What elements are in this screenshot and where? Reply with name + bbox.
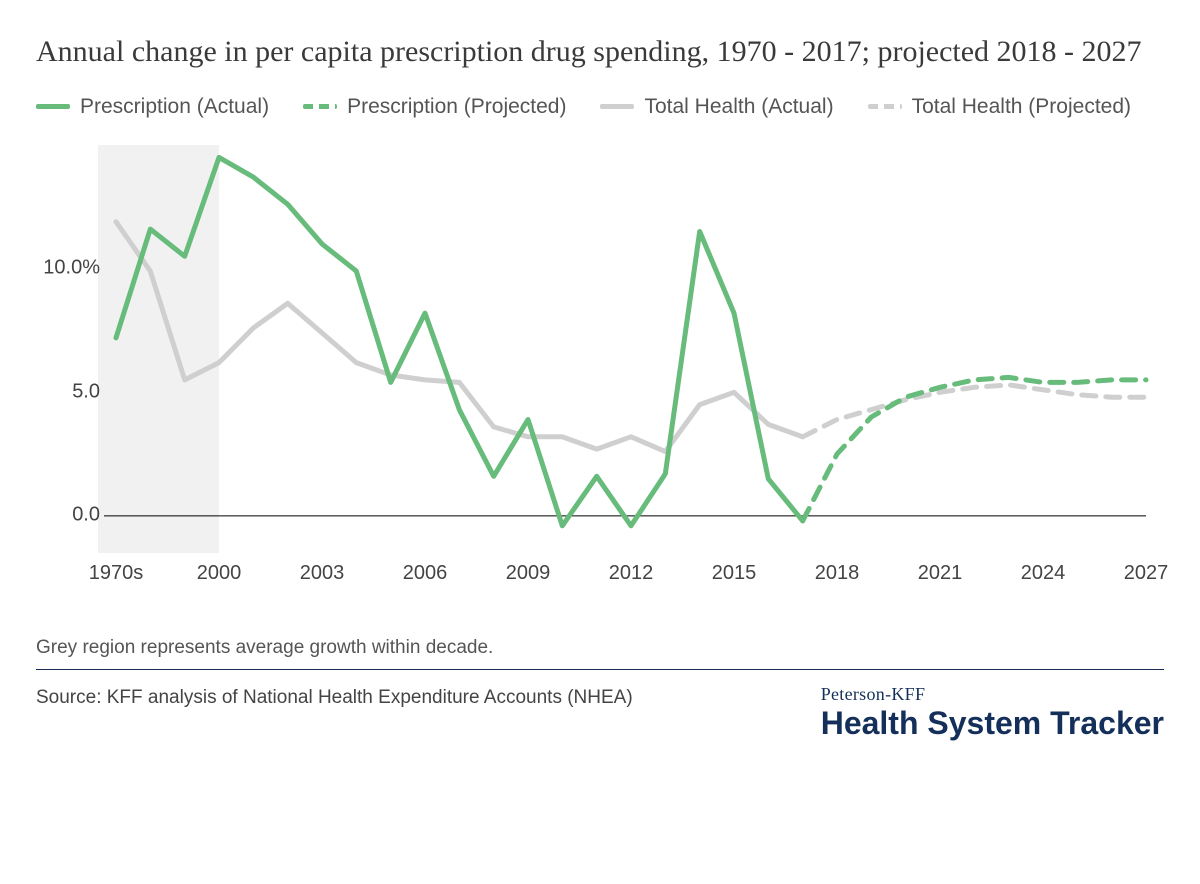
x-tick-label: 2018 — [815, 562, 860, 585]
y-tick-label: 5.0 — [72, 380, 100, 403]
x-tick-label: 2009 — [506, 562, 551, 585]
x-tick-label: 2021 — [918, 562, 963, 585]
x-tick-label: 2006 — [403, 562, 448, 585]
chart: 0.0 5.0 10.0% 1970s 2000 2003 2006 2009 2012 201… — [36, 137, 1156, 607]
x-tick-label: 2027 — [1124, 562, 1169, 585]
chart-note: Grey region represents average growth wi… — [36, 637, 1164, 670]
x-tick-label: 2012 — [609, 562, 654, 585]
brand-bottom: Health System Tracker — [821, 707, 1164, 741]
chart-svg — [36, 137, 1156, 607]
legend-label: Total Health (Actual) — [644, 95, 833, 119]
legend-item: Prescription (Actual) — [36, 95, 269, 119]
legend-item: Total Health (Actual) — [600, 95, 833, 119]
legend-swatch — [600, 104, 634, 109]
y-tick-label: 10.0% — [43, 257, 100, 280]
legend-item: Prescription (Projected) — [303, 95, 566, 119]
legend-item: Total Health (Projected) — [868, 95, 1131, 119]
chart-title: Annual change in per capita prescription… — [36, 32, 1164, 73]
legend-swatch — [868, 104, 902, 109]
legend-swatch — [36, 104, 70, 109]
x-tick-label: 2015 — [712, 562, 757, 585]
legend: Prescription (Actual) Prescription (Proje… — [36, 95, 1164, 119]
legend-label: Total Health (Projected) — [912, 95, 1131, 119]
brand-logo: Peterson-KFF Health System Tracker — [821, 684, 1164, 741]
brand-top: Peterson-KFF — [821, 684, 1164, 705]
source-text: Source: KFF analysis of National Health … — [36, 684, 633, 712]
x-tick-label: 1970s — [89, 562, 144, 585]
x-tick-label: 2003 — [300, 562, 345, 585]
legend-label: Prescription (Projected) — [347, 95, 566, 119]
legend-swatch — [303, 104, 337, 109]
legend-label: Prescription (Actual) — [80, 95, 269, 119]
y-tick-label: 0.0 — [72, 504, 100, 527]
x-tick-label: 2024 — [1021, 562, 1066, 585]
x-tick-label: 2000 — [197, 562, 242, 585]
